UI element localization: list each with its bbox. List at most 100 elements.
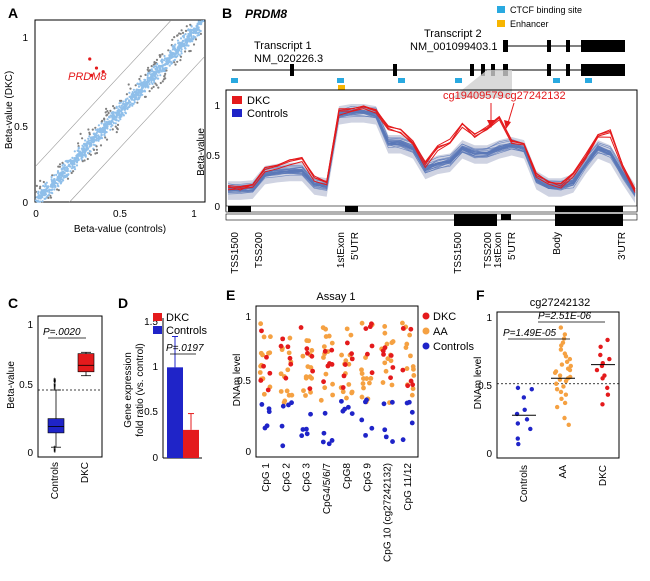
a-point <box>136 82 139 85</box>
e-point-dkc <box>408 326 414 332</box>
e-point-dkc <box>369 370 375 376</box>
f-points <box>497 325 619 447</box>
a-point <box>178 32 181 35</box>
a-point <box>53 188 56 191</box>
a-prdm8-label: PRDM8 <box>68 71 107 83</box>
e-point-aa <box>329 340 335 346</box>
a-point <box>57 179 61 182</box>
a-point <box>83 159 86 162</box>
a-point <box>173 58 176 62</box>
e-point-aa <box>257 370 263 375</box>
e-point-controls <box>381 401 387 407</box>
e-point-aa <box>361 385 366 391</box>
a-point <box>197 22 200 26</box>
a-point <box>190 31 193 34</box>
a-point <box>42 184 45 187</box>
a-point <box>120 107 124 110</box>
e-point-aa <box>289 392 295 398</box>
f-point-aa <box>563 354 569 359</box>
e-point-dkc <box>278 343 284 349</box>
a-point <box>171 51 174 55</box>
c-outlier: * <box>54 380 57 386</box>
f-point-aa <box>564 359 570 365</box>
a-point <box>137 85 141 88</box>
panel-e-letter: E <box>226 287 235 303</box>
a-point <box>109 109 112 112</box>
e-point-dkc <box>327 361 332 366</box>
a-point <box>105 131 108 134</box>
b-legend-dkc-label: DKC <box>247 95 270 107</box>
a-point <box>162 69 165 73</box>
e-point-aa <box>368 375 374 381</box>
e-point-dkc <box>298 325 304 330</box>
e-point-controls <box>389 399 395 405</box>
e-point-controls <box>340 408 346 414</box>
a-point <box>83 143 86 146</box>
a-point <box>150 75 153 78</box>
a-point <box>143 89 146 92</box>
c-outlier: * <box>54 448 57 454</box>
a-guide-line <box>69 56 205 203</box>
a-point <box>186 35 189 39</box>
a-point <box>82 150 86 153</box>
f-point-controls <box>528 426 533 432</box>
a-point <box>65 169 68 172</box>
a-point <box>115 105 118 108</box>
a-point <box>81 156 84 159</box>
e-y-tick-0: 0 <box>245 447 251 458</box>
b-probe1-arrowhead <box>487 120 495 128</box>
a-point <box>176 50 180 53</box>
a-point <box>143 82 146 85</box>
e-point-dkc <box>283 375 289 381</box>
e-x-labels: CpG 1 CpG 2 CpG 3 CpG4/5/6/7 CpG8 CpG 9 CpG 10… <box>261 463 414 562</box>
a-point <box>185 25 188 28</box>
e-point-aa <box>261 334 267 340</box>
e-point-controls <box>382 427 388 433</box>
a-point <box>164 72 167 75</box>
f-point-controls <box>515 421 521 426</box>
a-point <box>65 166 69 169</box>
a-point <box>165 58 169 61</box>
e-point-controls <box>308 411 313 417</box>
f-y-tick-1: 1 <box>486 313 492 324</box>
a-point <box>69 170 72 173</box>
e-point-aa <box>361 376 366 381</box>
e-point-aa <box>346 361 352 367</box>
a-point <box>163 59 166 62</box>
f-x-label-dkc: DKC <box>598 465 609 486</box>
a-point <box>56 171 60 174</box>
a-point <box>129 87 132 90</box>
b-probe1-label: cg19409579 <box>443 90 504 102</box>
b-regulatory-marks <box>231 78 592 90</box>
e-point-controls <box>289 400 294 406</box>
a-point <box>94 133 98 137</box>
c-outlier: * <box>54 383 57 389</box>
a-point <box>185 38 189 41</box>
a-point <box>88 133 91 136</box>
e-point-aa <box>410 386 416 392</box>
a-point <box>155 58 159 62</box>
a-point <box>87 137 90 140</box>
e-point-dkc <box>341 373 347 379</box>
a-point <box>139 92 143 95</box>
f-point-aa <box>558 325 564 330</box>
panel-a-letter: A <box>8 5 18 21</box>
e-point-aa <box>278 389 284 394</box>
f-point-aa <box>558 347 564 352</box>
a-point <box>194 31 198 34</box>
a-point <box>59 181 63 185</box>
a-point <box>95 151 99 155</box>
a-point <box>172 47 175 50</box>
a-point <box>146 74 149 77</box>
f-point-controls <box>516 441 521 447</box>
e-point-aa <box>344 395 349 401</box>
a-point <box>84 139 87 142</box>
a-point <box>161 61 164 64</box>
e-point-controls <box>363 432 368 438</box>
a-point <box>187 33 191 36</box>
f-point-aa <box>567 356 573 362</box>
a-point <box>185 42 188 45</box>
a-point <box>105 107 108 110</box>
a-point <box>173 61 176 64</box>
